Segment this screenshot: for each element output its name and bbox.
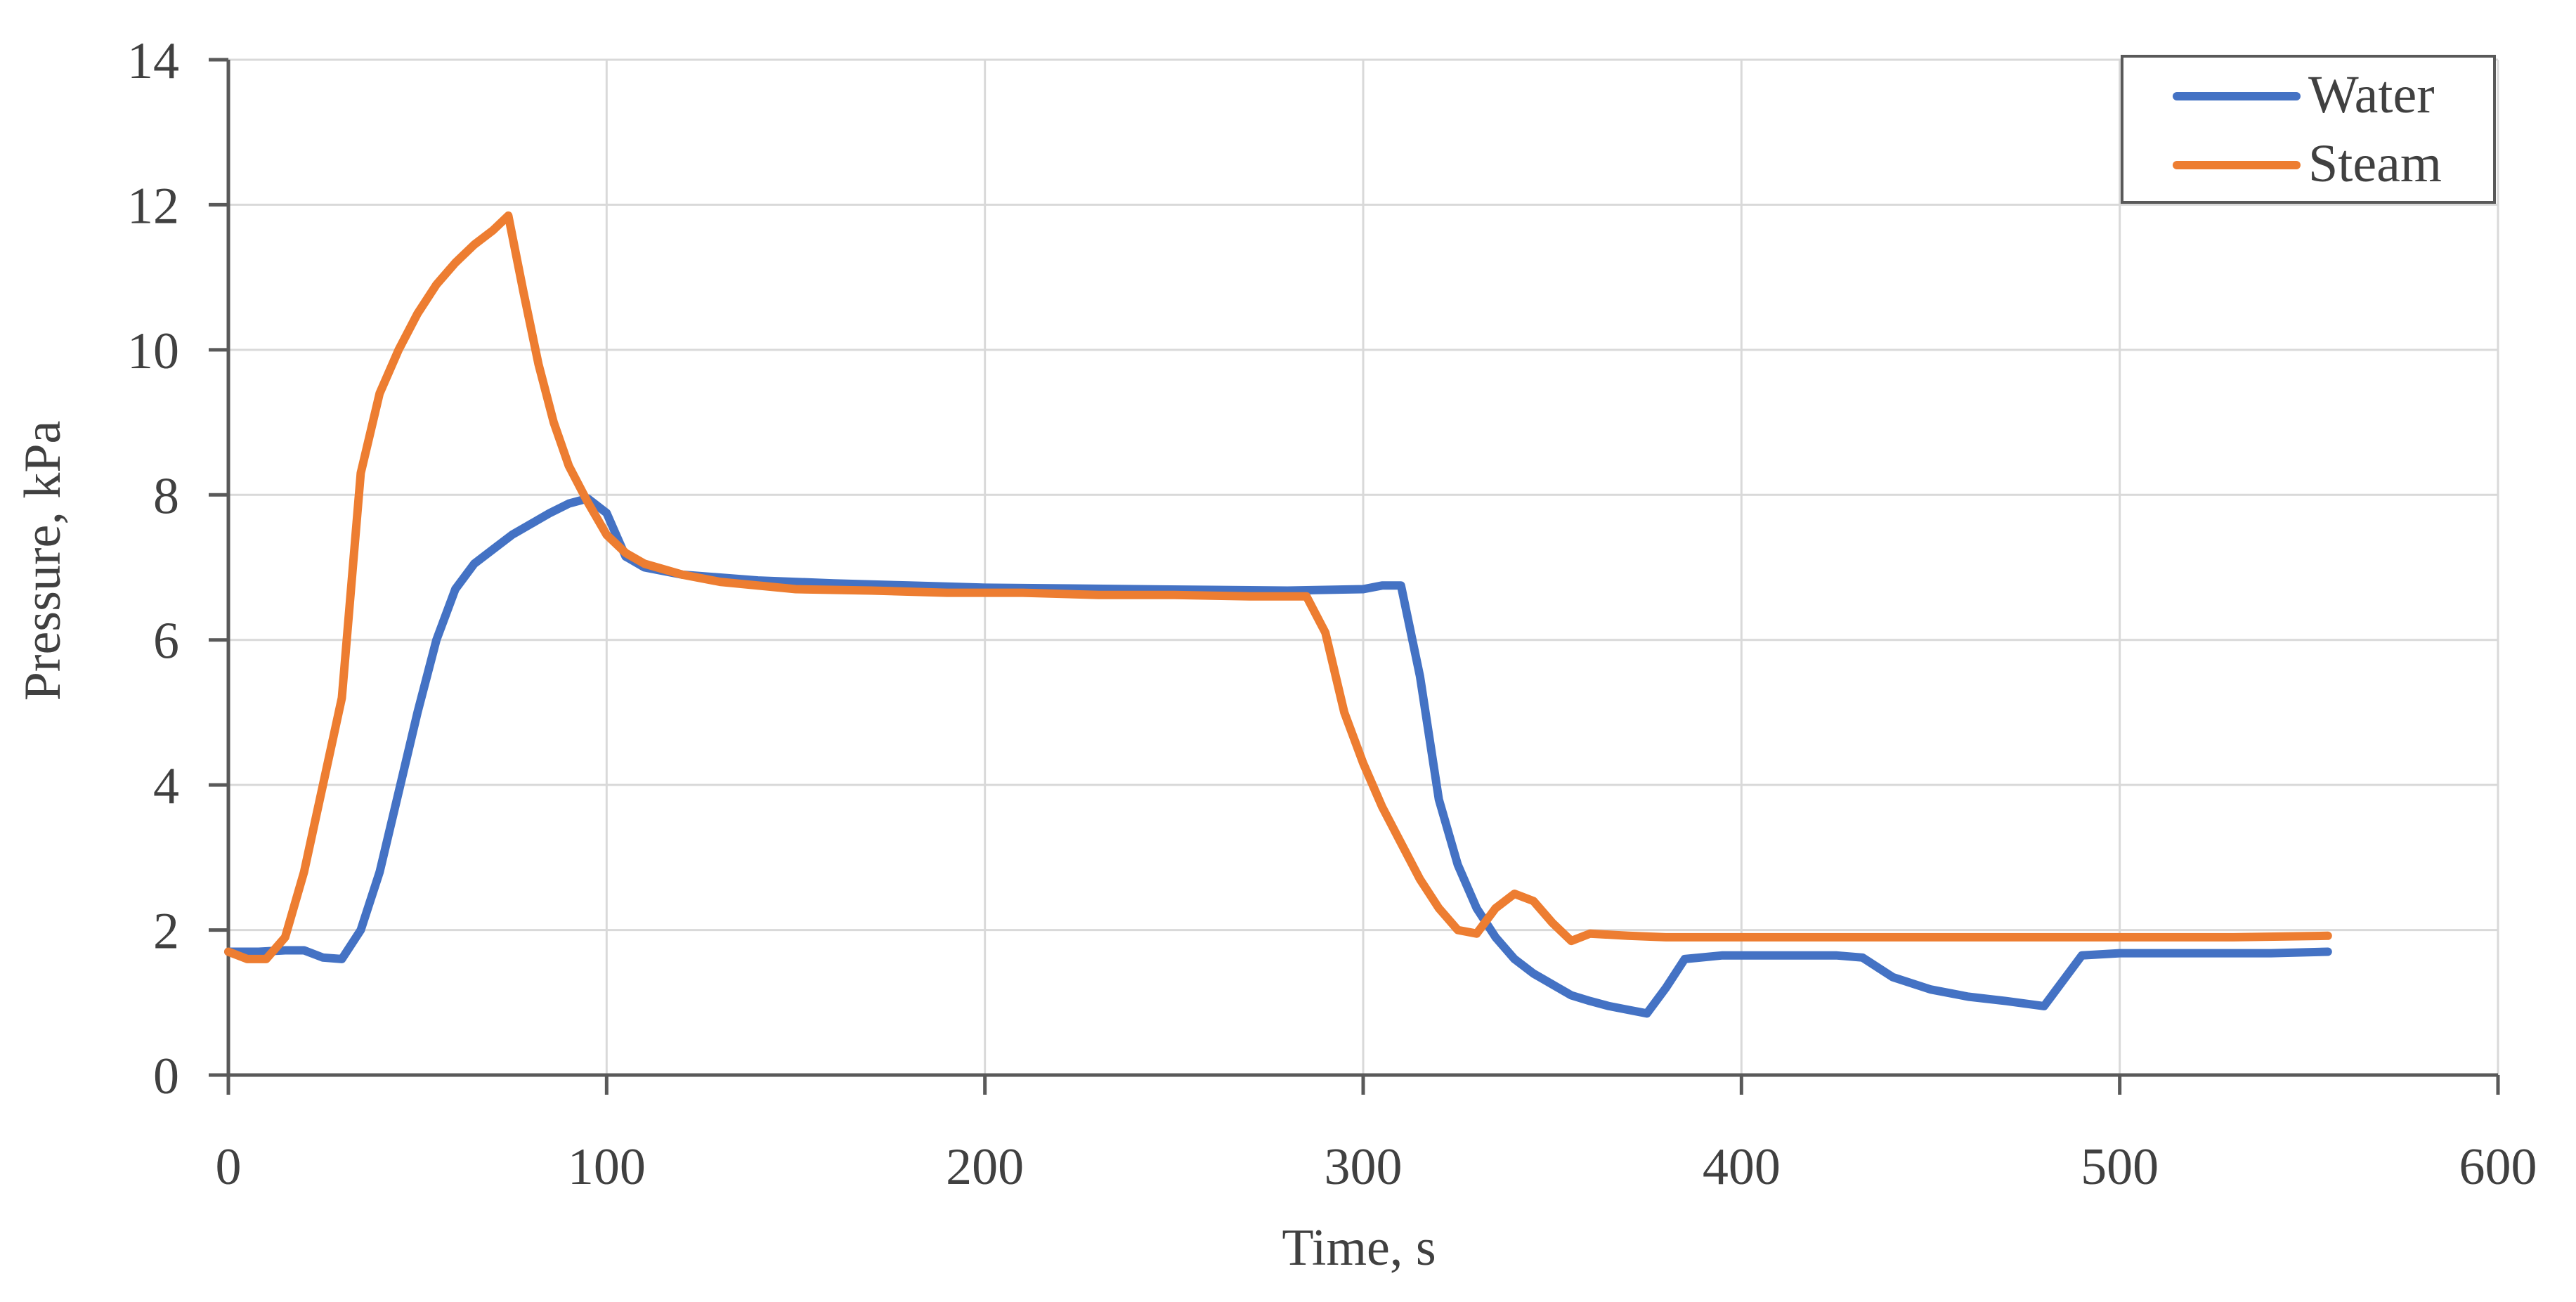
x-tick-label: 300 — [1325, 1138, 1403, 1196]
tick-labels: 0 2 4 6 8 10 12 14 0 100 200 300 400 500 600 — [127, 32, 2537, 1196]
y-tick-label: 14 — [127, 32, 179, 90]
y-tick-label: 0 — [153, 1048, 179, 1105]
y-tick-label: 10 — [127, 323, 179, 380]
x-axis-title: Time, s — [1282, 1219, 1436, 1277]
x-tick-label: 500 — [2081, 1138, 2159, 1196]
y-tick-label: 2 — [153, 903, 179, 961]
y-tick-label: 6 — [153, 613, 179, 670]
x-tick-label: 100 — [568, 1138, 646, 1196]
x-tick-label: 400 — [1703, 1138, 1781, 1196]
gridlines — [228, 58, 2499, 1075]
series-lines — [224, 211, 2332, 1018]
legend: Water Steam — [2121, 55, 2496, 204]
series-line-steam — [224, 211, 2332, 963]
x-tick-label: 200 — [946, 1138, 1024, 1196]
y-tick-label: 8 — [153, 467, 179, 525]
x-tick-label: 600 — [2459, 1138, 2537, 1196]
axes — [209, 58, 2500, 1095]
legend-label-water: Water — [2308, 65, 2435, 124]
legend-label-steam: Steam — [2308, 134, 2442, 193]
series-line-water — [224, 494, 2332, 1018]
y-tick-label: 4 — [153, 757, 179, 815]
legend-box — [2121, 55, 2496, 204]
y-axis-title: Pressure, kPa — [14, 421, 72, 701]
x-tick-label: 0 — [216, 1138, 242, 1196]
y-tick-label: 12 — [127, 177, 179, 235]
